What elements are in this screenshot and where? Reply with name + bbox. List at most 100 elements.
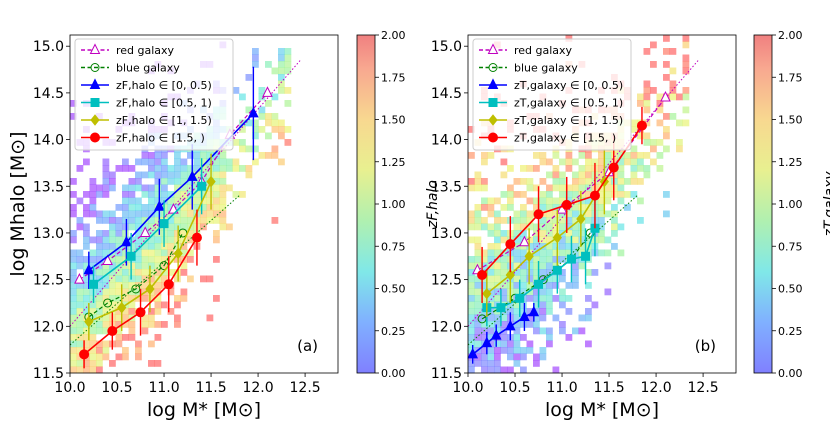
data-point-bin4	[505, 239, 516, 250]
y-axis: 11.5 12.0 12.5 13.0 13.5 14.0 14.5 15.0	[33, 39, 70, 382]
heatmap-cell	[258, 93, 266, 101]
heatmap-cell	[617, 191, 625, 198]
heatmap-cell	[154, 217, 162, 224]
heatmap-cell	[219, 171, 227, 179]
heatmap-cell	[265, 119, 272, 127]
data-point-bin3	[505, 269, 515, 281]
y-tick-label: 15.0	[431, 39, 462, 55]
heatmap-cell	[643, 93, 651, 101]
x-tick-label: 12.5	[290, 380, 321, 396]
legend-marker	[488, 98, 498, 107]
heatmap-cell	[213, 152, 220, 159]
y-tick-label: 12.0	[431, 319, 462, 335]
heatmap-cell	[643, 119, 651, 127]
heatmap-cell	[135, 223, 142, 231]
heatmap-cell	[546, 158, 553, 166]
y-tick-label: 14.5	[431, 86, 462, 102]
heatmap-cell	[83, 360, 90, 367]
heatmap-cell	[122, 334, 129, 341]
heatmap-cell	[533, 197, 540, 205]
heatmap-cell	[546, 334, 553, 341]
heatmap-cell	[213, 184, 220, 192]
heatmap-cell	[487, 152, 495, 159]
heatmap-cell	[494, 360, 501, 367]
heatmap-cell	[122, 282, 129, 289]
heatmap-cell	[102, 236, 110, 244]
heatmap-cell	[474, 249, 482, 257]
heatmap-cell	[180, 165, 188, 172]
heatmap-cell	[565, 249, 573, 257]
y-axis-label: log Mhalo [M⊙]	[7, 131, 29, 276]
heatmap-cell	[565, 230, 573, 237]
heatmap-cell	[539, 327, 547, 335]
heatmap-cell	[271, 93, 279, 101]
heatmap-cell	[526, 243, 534, 250]
heatmap-cell	[585, 191, 592, 198]
heatmap-cell	[115, 243, 123, 250]
heatmap-cell	[630, 165, 638, 172]
heatmap-cell	[500, 236, 508, 244]
heatmap-cell	[161, 256, 168, 263]
heatmap-cell	[598, 197, 605, 205]
heatmap-cell	[552, 197, 560, 205]
heatmap-cell	[468, 275, 475, 283]
heatmap-cell	[154, 165, 162, 172]
heatmap-cell	[187, 236, 194, 244]
heatmap-cell	[533, 314, 540, 322]
heatmap-cell	[135, 178, 142, 185]
heatmap-cell	[76, 165, 84, 172]
heatmap-cell	[559, 243, 566, 250]
heatmap-cell	[552, 152, 560, 159]
heatmap-cell	[539, 288, 547, 296]
heatmap-cell	[96, 262, 103, 270]
heatmap-cell	[656, 93, 664, 101]
heatmap-cell	[487, 288, 495, 296]
heatmap-cell	[552, 256, 560, 263]
heatmap-cell	[500, 249, 508, 257]
heatmap-cell	[598, 204, 605, 211]
heatmap-cell	[265, 113, 272, 120]
heatmap-cell	[637, 132, 644, 140]
heatmap-cell	[128, 301, 136, 309]
heatmap-cell	[481, 217, 488, 224]
heatmap-cell	[494, 327, 501, 335]
heatmap-cell	[481, 353, 488, 361]
heatmap-cell	[141, 204, 149, 211]
heatmap-cell	[232, 139, 240, 146]
heatmap-cell	[643, 132, 651, 140]
legend-label: zT,galaxy ∈ [1, 1.5)	[514, 114, 623, 127]
heatmap-cell	[552, 230, 560, 237]
heatmap-cell	[585, 171, 592, 179]
heatmap-cell	[135, 158, 142, 166]
heatmap-cell	[552, 295, 560, 302]
legend: red galaxy blue galaxy zF,halo ∈ [0, 0.5) z…	[74, 38, 234, 151]
heatmap-cell	[148, 360, 155, 367]
heatmap-cell	[650, 87, 657, 94]
heatmap-cell	[513, 210, 521, 218]
heatmap-cell	[109, 275, 116, 283]
heatmap-cell	[245, 171, 253, 179]
heatmap-cell	[669, 48, 677, 55]
heatmap-cell	[617, 249, 625, 257]
heatmap-cell	[76, 295, 84, 302]
heatmap-cell	[507, 197, 514, 205]
heatmap-cell	[565, 295, 573, 302]
heatmap-cell	[83, 158, 90, 166]
heatmap-cell	[96, 249, 103, 257]
data-point-blue	[131, 284, 141, 294]
heatmap-cell	[213, 256, 220, 263]
heatmap-cell	[265, 152, 272, 159]
heatmap-cell	[552, 282, 560, 289]
heatmap-cell	[174, 171, 181, 179]
heatmap-cell	[76, 217, 84, 224]
heatmap-cell	[468, 314, 475, 322]
heatmap-cell	[520, 256, 527, 263]
heatmap-cell	[572, 230, 579, 237]
y-tick-label: 13.0	[33, 226, 64, 242]
heatmap-cell	[520, 210, 527, 218]
heatmap-cell	[604, 249, 612, 257]
heatmap-cell	[96, 210, 103, 218]
heatmap-cell	[187, 178, 194, 185]
heatmap-cell	[122, 256, 129, 263]
heatmap-cell	[187, 191, 194, 198]
